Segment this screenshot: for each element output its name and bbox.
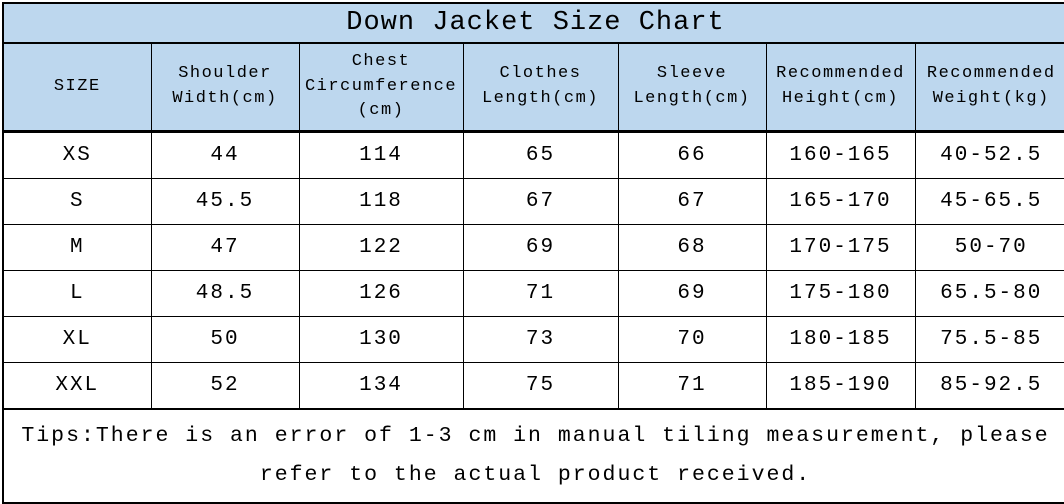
value-cell: 71 <box>462 270 619 317</box>
value-cell: 160-165 <box>765 131 916 179</box>
tips-row: Tips:There is an error of 1-3 cm in manu… <box>2 408 1064 504</box>
value-cell: 70 <box>617 316 767 363</box>
value-cell: 165-170 <box>765 178 916 225</box>
table-row: L 48.5 126 71 69 175-180 65.5-80 <box>2 270 1064 317</box>
column-header: Recommended Height(cm) <box>765 42 916 133</box>
value-cell: 52 <box>150 362 300 410</box>
table-row: XS 44 114 65 66 160-165 40-52.5 <box>2 131 1064 179</box>
value-cell: 66 <box>617 131 767 179</box>
column-header-row: SIZE Shoulder Width(cm) Chest Circumferenc… <box>2 42 1064 133</box>
tips-note: Tips:There is an error of 1-3 cm in manu… <box>2 408 1064 504</box>
value-cell: 44 <box>150 131 300 179</box>
size-cell: S <box>2 178 152 225</box>
value-cell: 50 <box>150 316 300 363</box>
value-cell: 69 <box>462 224 619 271</box>
table-head: Down Jacket Size Chart SIZE Shoulder Widt… <box>2 2 1064 133</box>
size-cell: L <box>2 270 152 317</box>
value-cell: 114 <box>298 131 464 179</box>
title-row: Down Jacket Size Chart <box>2 2 1064 44</box>
value-cell: 73 <box>462 316 619 363</box>
value-cell: 175-180 <box>765 270 916 317</box>
value-cell: 180-185 <box>765 316 916 363</box>
column-header: Sleeve Length(cm) <box>617 42 767 133</box>
table-row: S 45.5 118 67 67 165-170 45-65.5 <box>2 178 1064 225</box>
value-cell: 71 <box>617 362 767 410</box>
table-row: XL 50 130 73 70 180-185 75.5-85 <box>2 316 1064 363</box>
column-header: Chest Circumference (cm) <box>298 42 464 133</box>
size-cell: XS <box>2 131 152 179</box>
value-cell: 68 <box>617 224 767 271</box>
value-cell: 75 <box>462 362 619 410</box>
chart-title: Down Jacket Size Chart <box>2 2 1064 44</box>
table-row: M 47 122 69 68 170-175 50-70 <box>2 224 1064 271</box>
column-header: Shoulder Width(cm) <box>150 42 300 133</box>
value-cell: 47 <box>150 224 300 271</box>
value-cell: 134 <box>298 362 464 410</box>
value-cell: 65 <box>462 131 619 179</box>
column-header: Recommended Weight(kg) <box>914 42 1064 133</box>
value-cell: 40-52.5 <box>914 131 1064 179</box>
value-cell: 45.5 <box>150 178 300 225</box>
value-cell: 65.5-80 <box>914 270 1064 317</box>
value-cell: 69 <box>617 270 767 317</box>
table-foot: Tips:There is an error of 1-3 cm in manu… <box>2 408 1064 504</box>
size-cell: M <box>2 224 152 271</box>
value-cell: 126 <box>298 270 464 317</box>
value-cell: 75.5-85 <box>914 316 1064 363</box>
table-body: XS 44 114 65 66 160-165 40-52.5 S 45.5 118 67 67 165… <box>2 131 1064 410</box>
value-cell: 130 <box>298 316 464 363</box>
value-cell: 170-175 <box>765 224 916 271</box>
value-cell: 122 <box>298 224 464 271</box>
size-cell: XXL <box>2 362 152 410</box>
value-cell: 48.5 <box>150 270 300 317</box>
column-header: Clothes Length(cm) <box>462 42 619 133</box>
value-cell: 118 <box>298 178 464 225</box>
value-cell: 85-92.5 <box>914 362 1064 410</box>
column-header-size: SIZE <box>2 42 152 133</box>
value-cell: 50-70 <box>914 224 1064 271</box>
value-cell: 185-190 <box>765 362 916 410</box>
value-cell: 45-65.5 <box>914 178 1064 225</box>
value-cell: 67 <box>617 178 767 225</box>
value-cell: 67 <box>462 178 619 225</box>
size-cell: XL <box>2 316 152 363</box>
table-row: XXL 52 134 75 71 185-190 85-92.5 <box>2 362 1064 410</box>
